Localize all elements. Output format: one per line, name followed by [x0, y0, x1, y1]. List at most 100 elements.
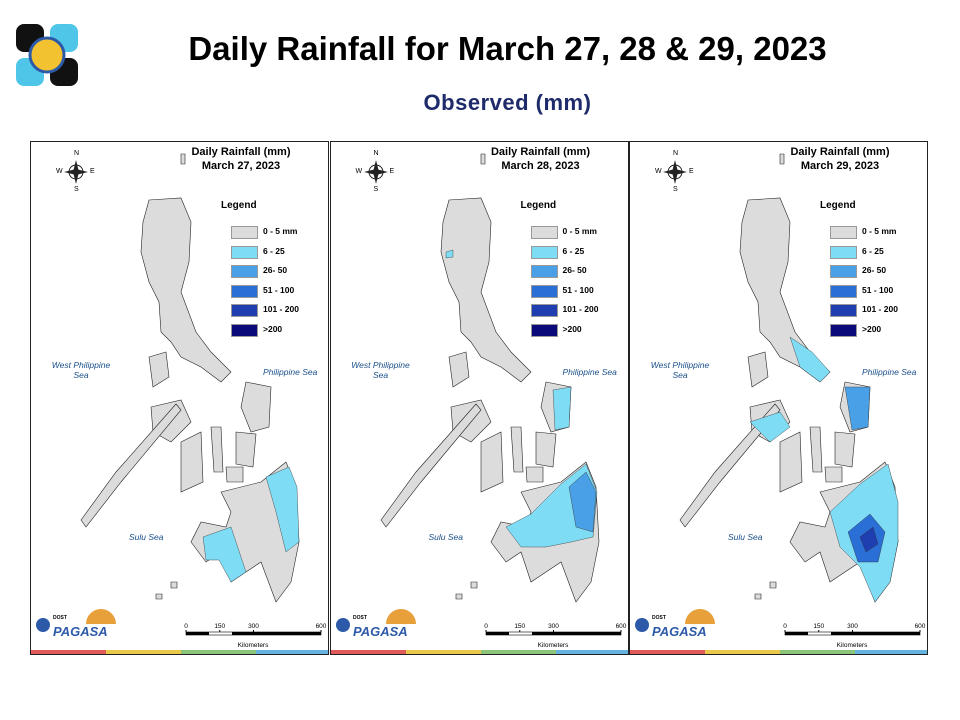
compass-ring [667, 164, 683, 180]
compass [64, 160, 88, 184]
legend-title: Legend [221, 200, 257, 211]
legend-swatch [231, 226, 258, 239]
legend-swatch [530, 304, 558, 317]
scale-tick-label: 600 [615, 623, 626, 630]
logo-umbrella [86, 609, 116, 624]
scale-bar-fill [232, 632, 254, 635]
panel-date: March 28, 2023 [501, 160, 580, 172]
legend-label: 6 - 25 [562, 245, 585, 256]
compass-e: E [90, 168, 95, 175]
logo-name: PAGASA [53, 624, 108, 639]
compass [363, 160, 388, 184]
logo-name: PAGASA [353, 624, 408, 639]
stripe [31, 650, 106, 654]
panel-date: March 27, 2023 [201, 160, 281, 172]
scale-unit: Kilometers [238, 642, 269, 649]
legend-swatch [830, 245, 857, 259]
compass [663, 160, 687, 184]
legend-swatch [231, 265, 258, 278]
map: 0 150 300 600 Kilometers DOST PAGASA [330, 153, 628, 654]
land [225, 466, 244, 483]
map-panel: 0 150 300 600 Kilometers DOST PAGASA Daily Rain… [329, 141, 629, 655]
page-subtitle: Observed (mm) [423, 90, 592, 115]
legend-swatch [830, 226, 857, 239]
compass-n: N [673, 150, 679, 157]
scale-tick-label: 600 [915, 623, 926, 630]
land [455, 593, 462, 600]
panel-title: Daily Rainfall (mm) [790, 146, 890, 158]
logo-icon [635, 618, 649, 632]
land [170, 581, 178, 589]
legend-swatch [830, 304, 857, 317]
land [380, 403, 481, 528]
legend-label: 0 - 5 mm [562, 226, 598, 236]
sea-label: West Philippine Sea [351, 360, 410, 380]
scale-bar-fill [831, 632, 853, 635]
legend-label: >200 [862, 323, 882, 334]
land [779, 431, 803, 493]
compass-s: S [74, 186, 79, 193]
logo-icon [335, 618, 350, 632]
compass-w: W [655, 168, 662, 175]
scale-bar-fill [553, 632, 621, 635]
land [754, 593, 762, 600]
page-title: Daily Rainfall for March 27, 28 & 29, 20… [188, 30, 827, 67]
scale-bar-fill [531, 632, 554, 635]
legend-title: Legend [520, 200, 557, 211]
land [448, 351, 469, 388]
logo-agency: DOST [53, 615, 67, 621]
scale-bar-fill [785, 632, 808, 635]
legend-label: 6 - 25 [862, 245, 884, 256]
stripe [405, 650, 481, 654]
scale-bar-fill [853, 632, 920, 635]
legend-swatch [231, 323, 258, 337]
scale-tick-label: 300 [847, 623, 858, 630]
legend-swatch [530, 245, 558, 259]
scale-tick-label: 300 [548, 623, 559, 630]
sea-label: West Philippine Sea [51, 360, 111, 380]
scale-bar-fill [254, 632, 321, 635]
panel-title: Daily Rainfall (mm) [490, 146, 591, 158]
compass-n: N [74, 150, 80, 157]
land [779, 153, 785, 165]
land [480, 431, 503, 493]
land [824, 466, 843, 483]
stripe [256, 650, 328, 654]
stripe [705, 650, 780, 654]
stripe [855, 650, 927, 654]
sea-label: Sulu Sea [129, 532, 164, 542]
compass-n: N [373, 150, 379, 157]
logo-umbrella [385, 609, 416, 624]
land [180, 431, 204, 493]
land [809, 426, 823, 473]
legend-label: 26- 50 [263, 265, 288, 275]
legend-swatch [830, 323, 857, 337]
stripe [630, 650, 705, 654]
legend-label: 51 - 100 [562, 284, 594, 295]
scale-tick-label: 150 [214, 623, 225, 630]
legend-swatch [530, 265, 558, 278]
legend-label: 0 - 5 mm [862, 226, 897, 236]
rainfall-area [265, 466, 300, 553]
logo-emblem [16, 24, 78, 86]
scale-tick-label: 0 [783, 623, 787, 630]
rainfall-area [445, 249, 453, 259]
legend-label: >200 [562, 323, 582, 334]
legend-swatch [530, 226, 558, 239]
rainfall-area [202, 526, 247, 583]
rainfall-area [859, 526, 879, 553]
legend-label: 6 - 25 [263, 245, 285, 256]
legend-label: 0 - 5 mm [263, 226, 298, 236]
logo-agency: DOST [353, 615, 367, 621]
legend-title: Legend [820, 200, 856, 211]
rainfall-area [568, 471, 596, 533]
compass-ring [368, 164, 383, 180]
stripe [330, 650, 406, 654]
land [480, 153, 485, 165]
compass-w: W [56, 168, 63, 175]
land [440, 197, 531, 383]
compass-w: W [355, 168, 363, 175]
legend-swatch [530, 284, 558, 298]
scale-bar-fill [186, 632, 209, 635]
